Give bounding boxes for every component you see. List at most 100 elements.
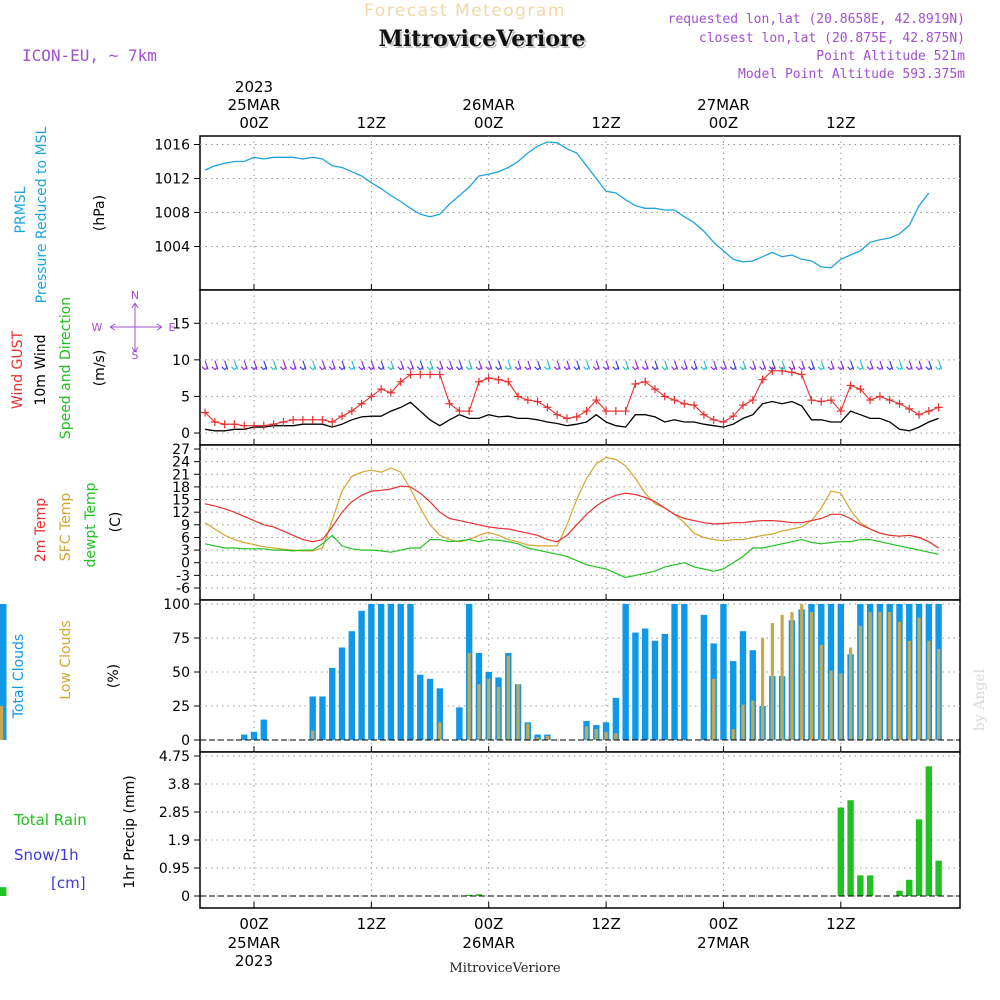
bottom-hour-label: 00Z (709, 915, 738, 933)
wind-arrow-icon (602, 360, 610, 371)
sfc-temp-line (204, 456, 939, 552)
y-tick-label: 10 (172, 353, 190, 369)
total-cloud-bar (241, 734, 248, 740)
y-tick-label: 1016 (154, 138, 190, 154)
gust-marker (827, 396, 836, 405)
gust-marker (817, 397, 826, 406)
wind-arrow-icon (700, 360, 708, 371)
top-hour-label: 00Z (239, 114, 268, 132)
gust-marker (739, 401, 747, 410)
wind-arrow-icon (485, 360, 493, 371)
gust-marker (318, 415, 327, 424)
total-cloud-bar (642, 628, 649, 740)
gust-marker (308, 415, 317, 424)
wind-arrow-icon (553, 360, 561, 371)
prmsl-panel: 1004 1008 1012 1016 (154, 135, 961, 291)
top-hour-label: 00Z (709, 114, 738, 132)
total-cloud-bar (436, 688, 444, 740)
credit-watermark: by Angel (972, 668, 988, 731)
gust-marker (455, 407, 464, 416)
wind-arrow-icon (270, 360, 278, 371)
wind-arrow-icon (397, 360, 405, 371)
bottom-hour-label: 00Z (474, 915, 503, 933)
gust-marker (377, 385, 386, 394)
wind-arrow-icon (211, 360, 219, 371)
rain-bar (0, 893, 7, 896)
y-tick-label: 9 (181, 518, 190, 534)
gust-marker (602, 407, 611, 416)
compass-e: E (169, 321, 176, 334)
wind-arrow-icon (632, 360, 639, 371)
gust-marker (729, 412, 738, 421)
wind-arrow-icon (416, 360, 424, 371)
gust-label: Wind GUST (10, 330, 26, 409)
gust-marker (611, 407, 620, 416)
compass-s: S (132, 349, 139, 362)
gust-marker (915, 410, 924, 419)
clouds-panel: 0 25 50 75 100 (0, 597, 961, 753)
gust-marker (719, 418, 728, 427)
wind-arrow-icon (309, 360, 317, 371)
gust-marker (885, 396, 894, 405)
gust-marker (866, 396, 875, 405)
total-cloud-bar (602, 722, 610, 740)
rain-bar (847, 800, 854, 896)
gust-marker (641, 377, 650, 386)
top-year: 2023 (235, 78, 273, 96)
wind-arrow-icon (563, 360, 571, 371)
gust-marker (758, 375, 767, 384)
wind-arrow-icon (328, 360, 336, 371)
wind-arrow-icon (710, 360, 718, 371)
low-cloud-bar (311, 730, 315, 740)
gust-marker (582, 407, 591, 416)
y-tick-label: 1012 (154, 172, 190, 188)
total-cloud-bar (661, 633, 668, 740)
wind10-label: 10m Wind (33, 334, 49, 405)
precip-unit: 1hr Precip (mm) (122, 775, 138, 888)
low-cloud-bar (536, 737, 540, 740)
gust-marker (924, 407, 933, 416)
total-cloud-bar (309, 696, 316, 740)
total-cloud-bar (319, 696, 326, 740)
requested-coords: requested lon,lat (20.8658E, 42.8919N) (668, 12, 965, 27)
low-cloud-bar (526, 723, 530, 740)
gust-marker (680, 399, 689, 408)
rain-bar (896, 890, 903, 896)
low-cloud-bar (800, 604, 804, 740)
gust-marker (504, 377, 513, 386)
gust-marker (416, 370, 425, 379)
wind-arrow-icon (358, 360, 366, 371)
low-cloud-bar (829, 670, 833, 740)
top-hour-label: 12Z (591, 114, 620, 132)
low-cloud-bar (888, 612, 892, 740)
wind-arrow-icon (925, 360, 933, 371)
total-cloud-bar (632, 632, 639, 740)
top-date-label: 26MAR (462, 96, 515, 114)
wind-arrow-icon (739, 360, 747, 371)
gust-marker (347, 407, 356, 416)
y-tick-label: 0 (181, 733, 190, 749)
low-cloud-bar (770, 623, 774, 740)
prmsl-labels: PRMSL Pressure Reduced to MSL (hPa) (13, 126, 108, 303)
gust-marker (690, 401, 699, 410)
gust-marker (562, 414, 571, 423)
low-cloud-bar (907, 640, 911, 740)
wind-labels: Wind GUST 10m Wind Speed and Direction (… (10, 289, 176, 439)
total-cloud-bar (329, 667, 336, 740)
gust-marker (514, 392, 523, 401)
wind-arrow-icon (407, 360, 415, 371)
y-tick-label: 21 (172, 467, 190, 483)
gust-marker (836, 407, 845, 416)
low-cloud-bar (467, 652, 471, 740)
rain-bar (857, 875, 864, 896)
gust-marker (875, 392, 884, 401)
wind-arrow-icon (749, 360, 757, 371)
total-cloud-bar (651, 640, 659, 740)
wind-arrow-icon (680, 360, 688, 371)
gust-marker (553, 410, 562, 419)
gust-marker (445, 399, 454, 408)
gust-marker (533, 397, 542, 406)
rain-bar (906, 879, 913, 896)
total-cloud-bar (397, 604, 404, 740)
